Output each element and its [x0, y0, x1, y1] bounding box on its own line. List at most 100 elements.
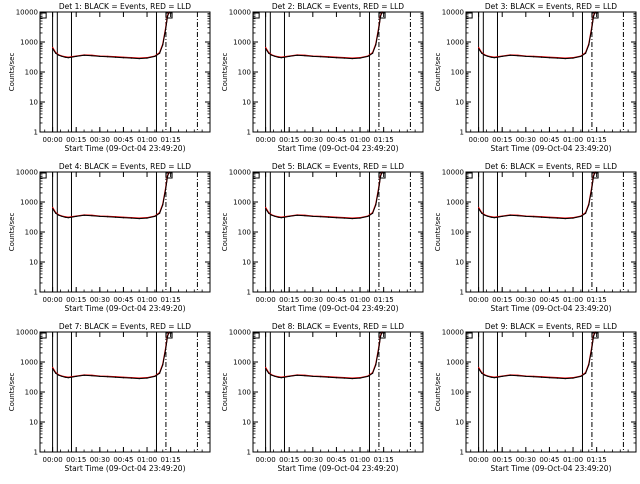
series-line-events: [265, 331, 383, 380]
y-tick-label: 10: [455, 99, 464, 107]
data-point: [283, 56, 286, 58]
x-tick-label: 00:15: [66, 136, 86, 144]
data-point: [378, 347, 380, 349]
y-tick-label: 1: [34, 129, 38, 137]
data-point: [165, 347, 167, 349]
data-point: [122, 57, 124, 59]
data-point: [61, 375, 63, 377]
data-point: [107, 216, 109, 218]
y-tick-label: 100: [451, 229, 464, 237]
data-point: [99, 215, 101, 217]
data-point: [478, 47, 480, 49]
data-point: [379, 16, 382, 18]
data-point: [493, 377, 495, 379]
chart-title: Det 3: BLACK = Events, RED = LLD: [485, 2, 617, 11]
data-point: [585, 212, 587, 214]
data-point: [138, 378, 140, 380]
x-tick-label: 01:15: [161, 296, 181, 304]
data-point: [594, 331, 596, 333]
x-axis-label: Start Time (09-Oct-04 23:49:20): [64, 464, 185, 473]
data-point: [564, 218, 566, 220]
x-tick-label: 01:15: [587, 136, 607, 144]
data-point: [328, 56, 330, 58]
data-point: [166, 336, 169, 338]
chart-panel-4: Det 4: BLACK = Events, RED = LLD 1 10 100 10…: [8, 162, 211, 313]
x-tick-label: 00:30: [303, 296, 323, 304]
x-axis-label: Start Time (09-Oct-04 23:49:20): [64, 304, 185, 313]
data-point: [490, 376, 492, 378]
y-tick-label: 10000: [229, 169, 251, 177]
data-point: [585, 372, 587, 374]
data-point: [487, 375, 489, 377]
series-line-events: [52, 331, 170, 380]
series-line-events: [478, 331, 596, 380]
data-point: [359, 57, 361, 59]
data-point: [381, 331, 383, 333]
chart-title: Det 1: BLACK = Events, RED = LLD: [59, 2, 191, 11]
data-point: [91, 55, 93, 57]
data-point: [556, 217, 558, 219]
data-point: [378, 187, 380, 189]
data-point: [367, 215, 369, 217]
y-tick-label: 1: [247, 289, 251, 297]
data-point: [122, 377, 124, 379]
x-tick-label: 01:15: [374, 136, 394, 144]
data-point: [55, 372, 57, 374]
data-point: [58, 54, 60, 56]
x-tick-label: 00:45: [539, 456, 559, 464]
data-point: [70, 376, 73, 378]
data-point: [265, 367, 267, 369]
y-axis-label: Counts/sec: [8, 53, 16, 92]
x-tick-label: 01:00: [563, 296, 583, 304]
y-tick-label: 1000: [20, 359, 38, 367]
series-line-lld: [265, 171, 383, 219]
data-point: [159, 212, 161, 214]
x-tick-label: 01:15: [161, 456, 181, 464]
data-point: [67, 217, 69, 219]
data-point: [83, 54, 85, 56]
data-point: [379, 336, 382, 338]
y-tick-label: 1: [247, 129, 251, 137]
data-point: [146, 377, 148, 379]
data-point: [283, 376, 286, 378]
plot-frame: [39, 171, 211, 293]
data-point: [52, 47, 54, 49]
data-point: [359, 377, 361, 379]
chart-title: Det 9: BLACK = Events, RED = LLD: [485, 322, 617, 331]
data-point: [91, 375, 93, 377]
data-point: [64, 56, 66, 58]
y-tick-label: 10: [29, 259, 38, 267]
y-tick-label: 10: [242, 419, 251, 427]
data-point: [501, 375, 503, 377]
data-point: [541, 56, 543, 58]
data-point: [115, 56, 117, 58]
x-tick-label: 00:45: [326, 456, 346, 464]
chart-panel-6: Det 6: BLACK = Events, RED = LLD 1 10 100 10…: [434, 162, 637, 313]
data-point: [335, 217, 337, 219]
data-point: [509, 54, 511, 56]
chart-panel-2: Det 2: BLACK = Events, RED = LLD 1 10 100 10…: [221, 2, 424, 153]
data-point: [304, 215, 306, 217]
data-point: [556, 57, 558, 59]
y-tick-label: 10000: [442, 169, 464, 177]
y-axis-label: Counts/sec: [434, 213, 442, 252]
data-point: [304, 375, 306, 377]
data-point: [107, 376, 109, 378]
x-tick-label: 00:15: [66, 296, 86, 304]
chart-title: Det 2: BLACK = Events, RED = LLD: [272, 2, 404, 11]
x-tick-label: 00:45: [539, 136, 559, 144]
data-point: [533, 56, 535, 58]
data-point: [91, 215, 93, 217]
chart-title: Det 4: BLACK = Events, RED = LLD: [59, 162, 191, 171]
plot-frame: [39, 11, 211, 133]
data-point: [588, 44, 590, 46]
data-point: [130, 377, 132, 379]
data-point: [67, 57, 69, 59]
data-point: [138, 218, 140, 220]
data-point: [320, 216, 322, 218]
chart-title: Det 7: BLACK = Events, RED = LLD: [59, 322, 191, 331]
data-point: [304, 55, 306, 57]
data-point: [478, 368, 480, 370]
data-point: [335, 377, 337, 379]
